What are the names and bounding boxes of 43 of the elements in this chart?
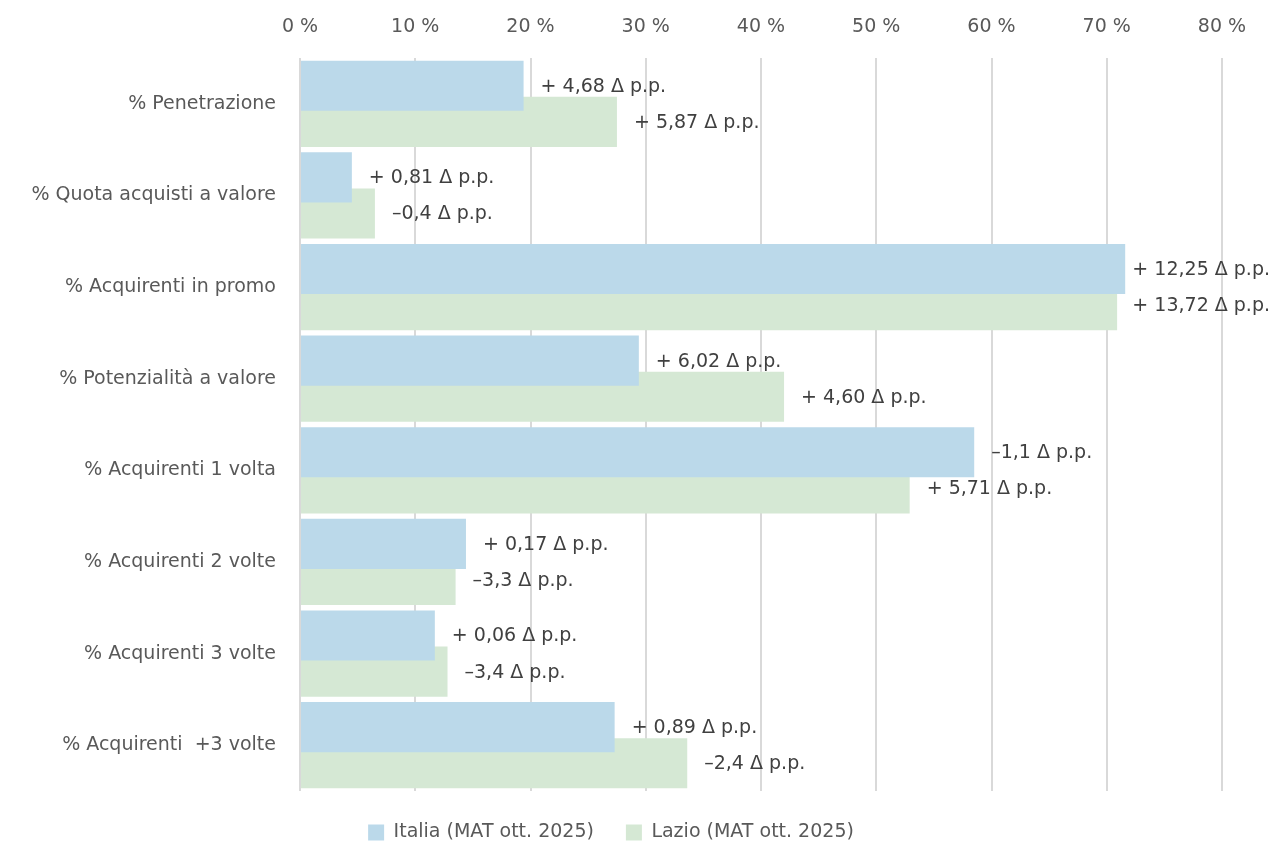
x-tick-label: 30 % (621, 13, 670, 36)
y-tick-label: % Acquirenti +3 volte (62, 732, 276, 755)
annotation: –2,4 Δ p.p. (704, 751, 806, 774)
x-tick-label: 70 % (1082, 13, 1131, 36)
x-tick-label: 10 % (391, 13, 440, 36)
x-tick-label: 50 % (852, 13, 901, 36)
annotation: –0,4 Δ p.p. (391, 201, 493, 224)
annotation: –3,3 Δ p.p. (472, 567, 574, 590)
x-tick-label: 60 % (967, 13, 1016, 36)
x-tick-label: 0 % (281, 13, 319, 36)
annotation: + 0,17 Δ p.p. (482, 531, 609, 554)
y-tick-label: % Acquirenti 1 volta (84, 457, 276, 480)
bar (301, 702, 615, 753)
annotation: + 13,72 Δ p.p. (1132, 293, 1271, 316)
legend-label: Lazio (MAT ott. 2025) (651, 819, 854, 842)
annotation: + 5,87 Δ p.p. (633, 109, 760, 132)
y-tick-label: % Acquirenti 3 volte (84, 640, 276, 663)
annotation: + 12,25 Δ p.p. (1132, 256, 1271, 279)
x-tick-label: 20 % (506, 13, 555, 36)
annotation: + 4,68 Δ p.p. (540, 73, 667, 96)
bar (301, 152, 352, 203)
annotation: –1,1 Δ p.p. (991, 440, 1093, 463)
annotation: + 6,02 Δ p.p. (655, 348, 782, 371)
annotation: + 5,71 Δ p.p. (926, 476, 1053, 499)
bar (301, 243, 1126, 295)
y-tick-label: % Potenzialità a valore (59, 365, 276, 388)
legend-label: Italia (MAT ott. 2025) (393, 819, 594, 842)
y-tick-label: % Acquirenti in promo (64, 274, 276, 296)
bar (301, 427, 975, 478)
annotation: + 0,81 Δ p.p. (368, 165, 495, 188)
y-tick-label: % Penetrazione (128, 90, 276, 113)
x-tick-label: 40 % (736, 13, 786, 36)
annotation: + 4,60 Δ p.p. (801, 384, 927, 407)
y-tick-label: % Acquirenti 2 volte (84, 548, 276, 571)
bar (301, 335, 639, 386)
annotation: + 0,06 Δ p.p. (451, 623, 578, 646)
annotation: + 0,89 Δ p.p. (631, 715, 758, 738)
x-tick-label: 80 % (1197, 13, 1247, 36)
y-tick-label: % Quota acquisti a valore (31, 182, 276, 205)
annotation: –3,4 Δ p.p. (464, 659, 566, 682)
bar (301, 60, 524, 111)
bar (301, 518, 466, 569)
bar (301, 610, 435, 661)
